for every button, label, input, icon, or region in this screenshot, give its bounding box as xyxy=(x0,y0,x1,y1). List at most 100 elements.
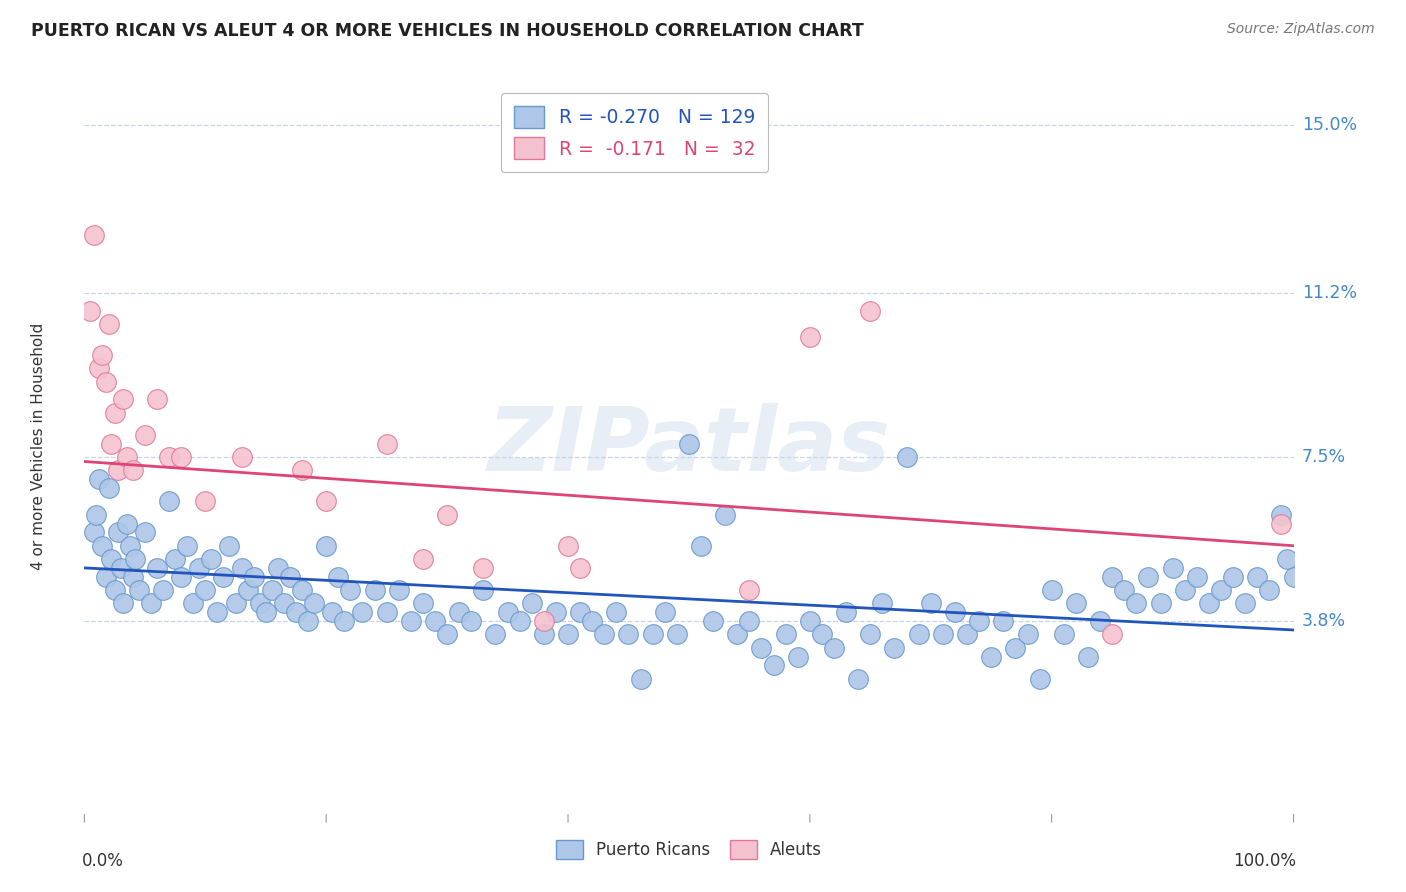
Point xyxy=(297,614,319,628)
Point xyxy=(630,672,652,686)
Point xyxy=(352,605,374,619)
Point xyxy=(225,596,247,610)
Point xyxy=(285,605,308,619)
Point xyxy=(593,627,616,641)
Point xyxy=(449,605,471,619)
Point xyxy=(1222,570,1244,584)
Point xyxy=(134,525,156,540)
Point xyxy=(218,539,240,553)
Point xyxy=(176,539,198,553)
Point xyxy=(920,596,942,610)
Point xyxy=(87,472,110,486)
Point xyxy=(315,494,337,508)
Point xyxy=(291,463,314,477)
Point xyxy=(714,508,737,522)
Point xyxy=(835,605,858,619)
Text: 0.0%: 0.0% xyxy=(82,852,124,870)
Point xyxy=(267,561,290,575)
Point xyxy=(328,570,350,584)
Point xyxy=(883,640,905,655)
Point xyxy=(943,605,966,619)
Point xyxy=(1053,627,1076,641)
Point xyxy=(157,494,180,508)
Text: 3.8%: 3.8% xyxy=(1302,612,1346,630)
Point xyxy=(751,640,773,655)
Point xyxy=(188,561,211,575)
Point xyxy=(956,627,979,641)
Point xyxy=(859,303,882,318)
Text: 15.0%: 15.0% xyxy=(1302,116,1357,134)
Point xyxy=(557,627,579,641)
Point xyxy=(91,348,114,362)
Point xyxy=(509,614,531,628)
Point xyxy=(460,614,482,628)
Point xyxy=(333,614,356,628)
Point xyxy=(120,539,142,553)
Text: 7.5%: 7.5% xyxy=(1302,448,1346,467)
Point xyxy=(1101,627,1123,641)
Text: ZIPatlas: ZIPatlas xyxy=(488,402,890,490)
Point xyxy=(1064,596,1087,610)
Point xyxy=(859,627,882,641)
Point xyxy=(375,437,398,451)
Point xyxy=(157,450,180,464)
Point xyxy=(1198,596,1220,610)
Point xyxy=(339,583,361,598)
Text: 11.2%: 11.2% xyxy=(1302,284,1357,302)
Point xyxy=(212,570,235,584)
Point xyxy=(533,627,555,641)
Point xyxy=(823,640,845,655)
Point xyxy=(472,561,495,575)
Point xyxy=(388,583,411,598)
Point xyxy=(134,428,156,442)
Point xyxy=(194,494,217,508)
Point xyxy=(181,596,204,610)
Text: Source: ZipAtlas.com: Source: ZipAtlas.com xyxy=(1227,22,1375,37)
Point xyxy=(1137,570,1160,584)
Point xyxy=(242,570,264,584)
Point xyxy=(1077,649,1099,664)
Point xyxy=(1004,640,1026,655)
Point xyxy=(231,450,253,464)
Point xyxy=(1101,570,1123,584)
Point xyxy=(100,437,122,451)
Point xyxy=(87,361,110,376)
Point xyxy=(321,605,343,619)
Point xyxy=(170,570,193,584)
Point xyxy=(496,605,519,619)
Point xyxy=(544,605,567,619)
Point xyxy=(375,605,398,619)
Point xyxy=(907,627,929,641)
Point xyxy=(1088,614,1111,628)
Point xyxy=(1125,596,1147,610)
Point xyxy=(932,627,955,641)
Point xyxy=(896,450,918,464)
Point xyxy=(412,596,434,610)
Point xyxy=(278,570,301,584)
Point xyxy=(170,450,193,464)
Point xyxy=(605,605,627,619)
Point xyxy=(641,627,664,641)
Point xyxy=(472,583,495,598)
Point xyxy=(1209,583,1232,598)
Text: PUERTO RICAN VS ALEUT 4 OR MORE VEHICLES IN HOUSEHOLD CORRELATION CHART: PUERTO RICAN VS ALEUT 4 OR MORE VEHICLES… xyxy=(31,22,863,40)
Point xyxy=(194,583,217,598)
Point xyxy=(112,392,135,407)
Point xyxy=(1161,561,1184,575)
Point xyxy=(581,614,603,628)
Point xyxy=(104,406,127,420)
Point xyxy=(1270,516,1292,531)
Point xyxy=(115,450,138,464)
Point xyxy=(1149,596,1171,610)
Point xyxy=(231,561,253,575)
Point xyxy=(124,552,146,566)
Point xyxy=(79,303,101,318)
Point xyxy=(702,614,724,628)
Point xyxy=(1246,570,1268,584)
Point xyxy=(94,570,117,584)
Point xyxy=(112,596,135,610)
Point xyxy=(1040,583,1063,598)
Point xyxy=(980,649,1002,664)
Point xyxy=(690,539,713,553)
Point xyxy=(1258,583,1281,598)
